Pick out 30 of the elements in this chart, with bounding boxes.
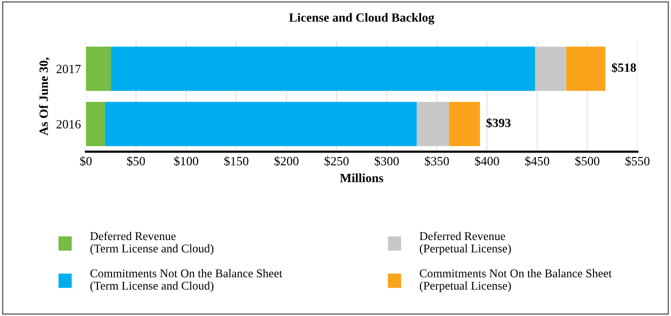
bar [86, 46, 111, 91]
x-tick-label: $200 [274, 156, 298, 166]
y-tick-label: 2016 [56, 120, 81, 128]
x-tick-label: $50 [127, 156, 145, 166]
x-tick-label: $0 [80, 156, 92, 166]
legend-label: Commitments Not On the Balance Sheet (Perpetual License) [420, 269, 612, 292]
bar [86, 102, 105, 146]
bar [535, 46, 566, 91]
x-tick-label: $550 [625, 156, 650, 166]
x-tick-label: $100 [174, 156, 198, 166]
x-tick-label: $400 [475, 156, 500, 166]
x-tick-label: $450 [525, 156, 550, 166]
chart-title: License and Cloud Backlog [289, 12, 434, 24]
legend-label: Commitments Not On the Balance Sheet (Term License and Cloud) [90, 269, 282, 292]
x-tick-label: $250 [324, 156, 349, 166]
total-label: $518 [612, 62, 636, 73]
x-tick-label: $150 [224, 156, 248, 166]
y-tick-label: 2017 [56, 64, 81, 74]
y-axis-title: As Of June 30, [39, 58, 50, 136]
legend-label: Deferred Revenue (Term License and Cloud) [90, 232, 214, 255]
legend-label: Deferred Revenue (Perpetual License) [420, 232, 511, 255]
x-tick-label: $300 [374, 156, 399, 166]
bar [104, 102, 417, 146]
bar [566, 46, 606, 91]
bar [416, 102, 449, 146]
x-axis-title: Millions [340, 173, 384, 182]
x-tick-label: $350 [424, 156, 449, 166]
x-tick-label: $500 [575, 156, 600, 166]
total-label: $393 [486, 118, 511, 128]
bar [448, 102, 480, 146]
